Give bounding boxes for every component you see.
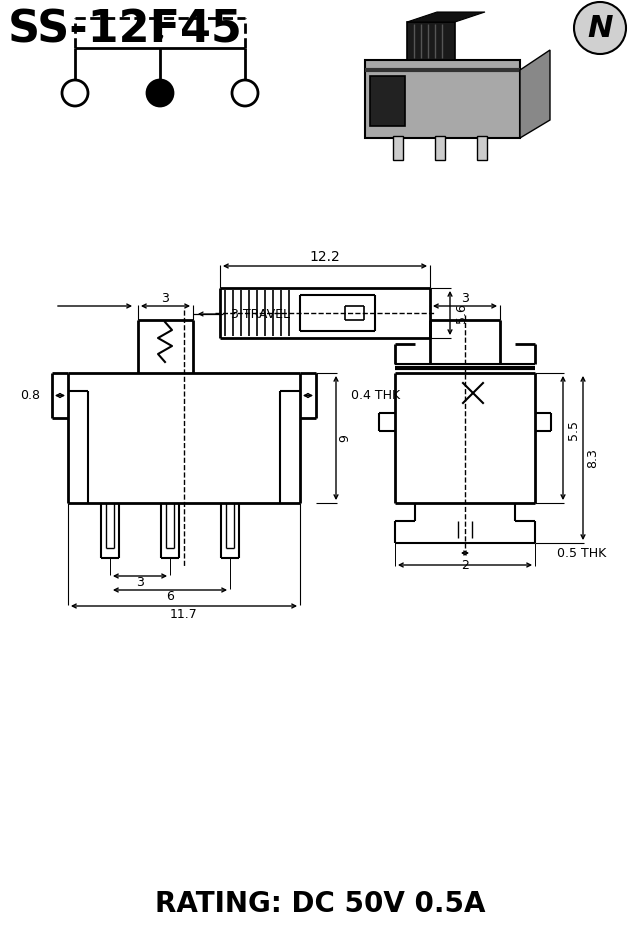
Text: RATING: DC 50V 0.5A: RATING: DC 50V 0.5A bbox=[155, 890, 485, 918]
Text: 3: 3 bbox=[162, 292, 169, 305]
Bar bbox=[393, 136, 403, 160]
Text: 0.8: 0.8 bbox=[20, 389, 40, 402]
Text: 3: 3 bbox=[461, 292, 469, 305]
Polygon shape bbox=[520, 50, 550, 138]
Text: 0.5 THK: 0.5 THK bbox=[557, 547, 606, 559]
Text: 0.4 THK: 0.4 THK bbox=[351, 389, 400, 402]
Polygon shape bbox=[407, 12, 485, 22]
Bar bbox=[370, 76, 405, 126]
Text: 2: 2 bbox=[461, 558, 469, 571]
Text: 6: 6 bbox=[166, 589, 174, 602]
Text: N: N bbox=[587, 13, 613, 42]
Bar bbox=[365, 60, 520, 138]
Text: SS-12F45: SS-12F45 bbox=[8, 8, 243, 51]
Text: 8.3: 8.3 bbox=[587, 448, 599, 468]
Text: 3: 3 bbox=[136, 576, 144, 588]
Text: 5.5: 5.5 bbox=[567, 420, 580, 440]
Text: 3 TRAVEL: 3 TRAVEL bbox=[231, 308, 290, 321]
Text: 12.2: 12.2 bbox=[310, 250, 341, 264]
Bar bbox=[407, 22, 455, 60]
Circle shape bbox=[574, 2, 626, 54]
Circle shape bbox=[147, 80, 173, 106]
Text: 5.6: 5.6 bbox=[456, 303, 468, 323]
Text: 11.7: 11.7 bbox=[170, 608, 198, 621]
Bar bbox=[435, 136, 445, 160]
Text: 9: 9 bbox=[339, 434, 351, 442]
Bar bbox=[477, 136, 487, 160]
